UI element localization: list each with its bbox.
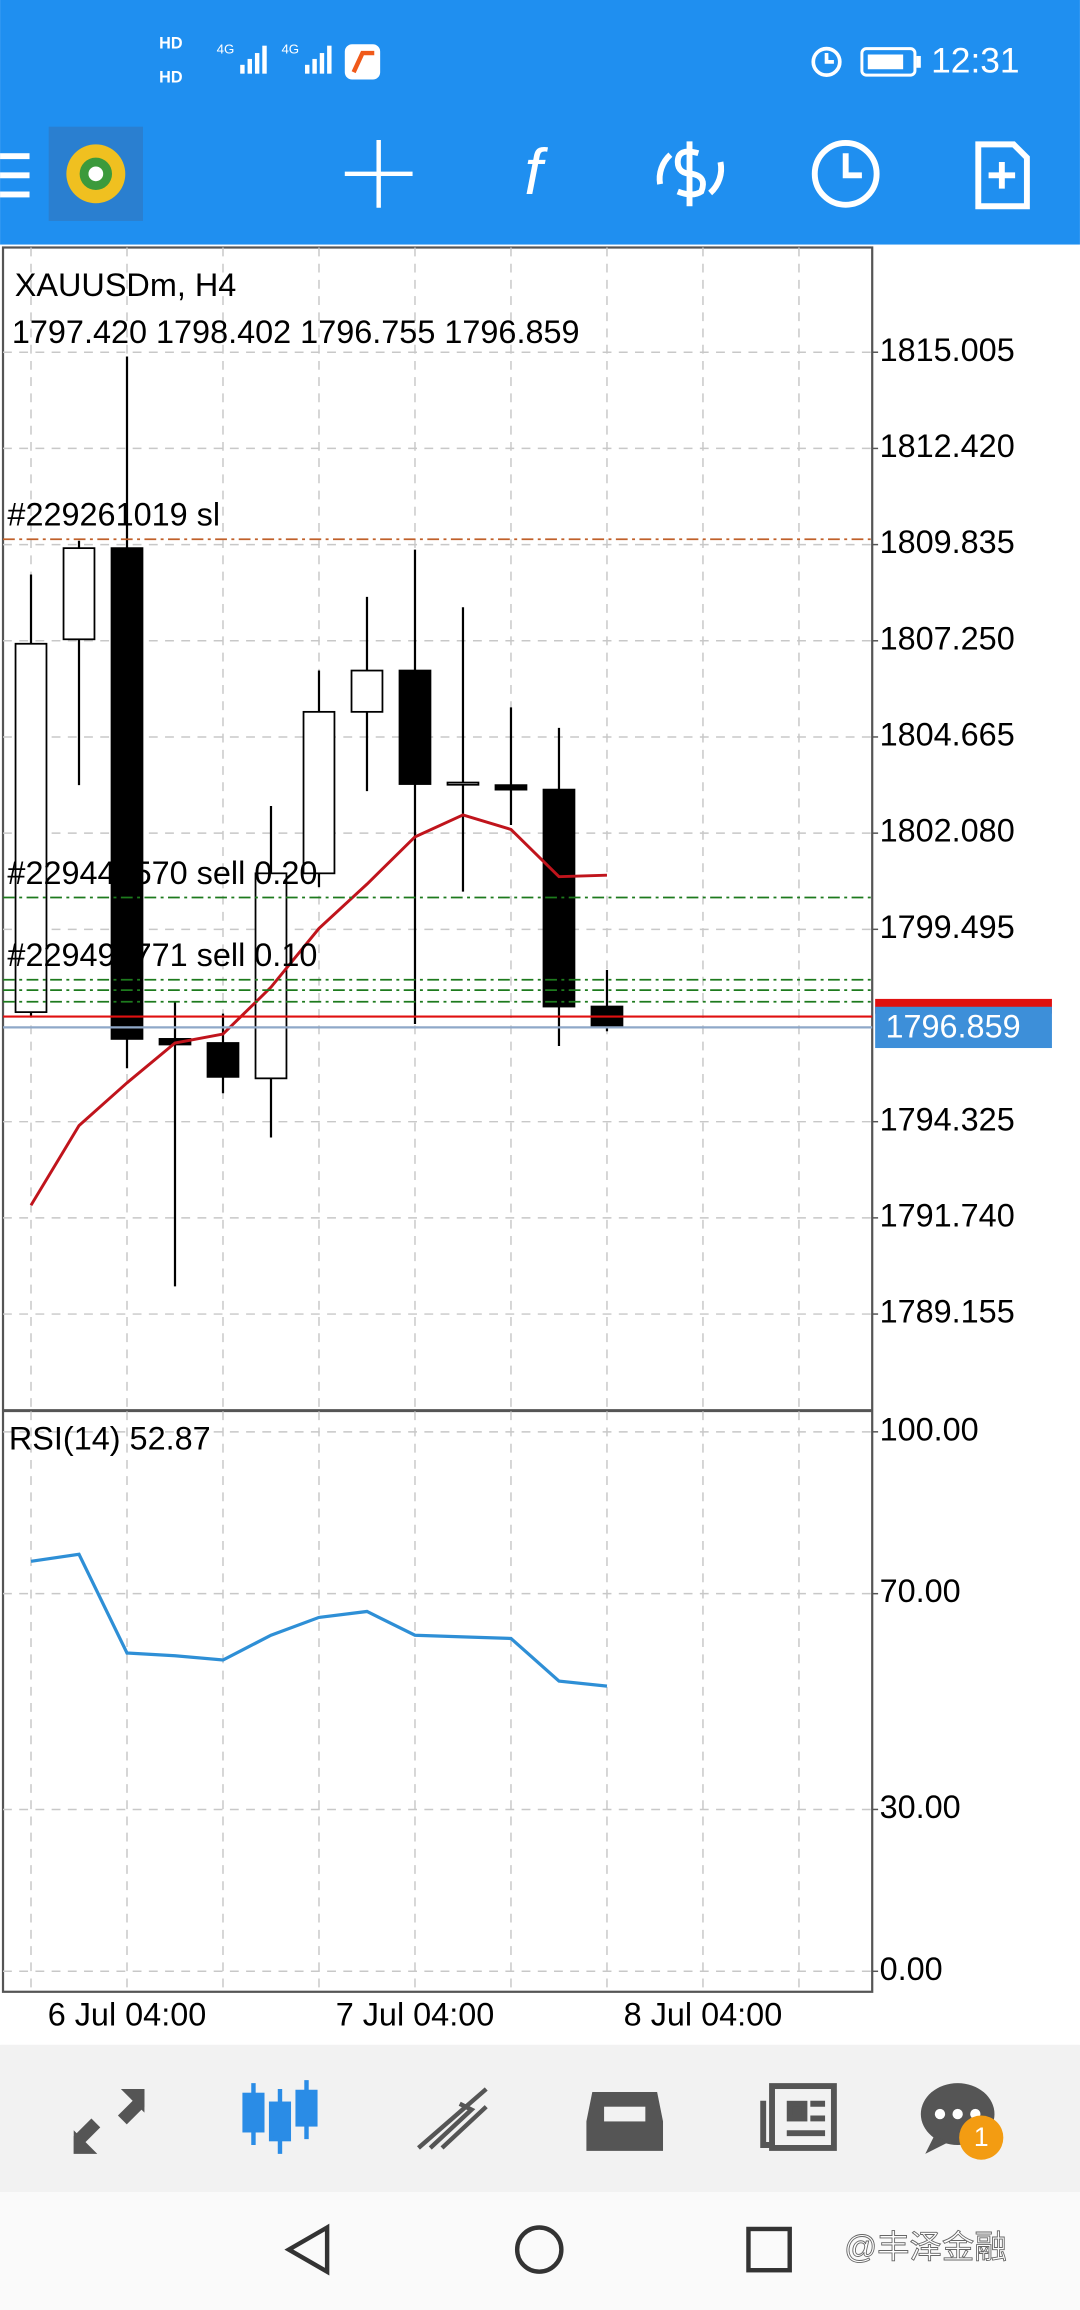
menu-button[interactable] — [0, 153, 30, 198]
trade-tab[interactable] — [417, 2087, 488, 2150]
period-button[interactable] — [811, 139, 880, 208]
y-tick-label: 30.00 — [880, 1789, 961, 1825]
back-button[interactable] — [284, 2223, 330, 2276]
order-label: #229443570 sell 0.20 — [7, 855, 317, 891]
quotes-tab[interactable] — [73, 2089, 145, 2154]
candle-body — [494, 784, 528, 791]
x-tick-label: 8 Jul 04:00 — [624, 1996, 783, 2032]
chat-tab[interactable] — [920, 2083, 1004, 2160]
y-tick-label: 1794.325 — [880, 1101, 1015, 1137]
x-tick-label: 6 Jul 04:00 — [48, 1996, 207, 2032]
sim-label: HD — [159, 68, 183, 86]
y-tick-label: 1812.420 — [880, 428, 1015, 464]
bottom-nav — [0, 2044, 1080, 2193]
order-label: #229495771 sell 0.10 — [7, 937, 317, 973]
watermark: @丰泽金融 — [844, 2229, 1007, 2265]
candle-body — [206, 1042, 240, 1078]
plot-area: 6 Jul 04:00 7 Jul 04:00 8 Jul 04:00 1815.00… — [3, 247, 1052, 2032]
y-tick-label: 1815.005 — [880, 332, 1015, 368]
y-tick-label: 100.00 — [880, 1411, 979, 1447]
system-nav — [0, 2192, 1080, 2310]
y-tick-label: 1802.080 — [880, 813, 1015, 849]
current-price-tag — [875, 1006, 1052, 1049]
network-label: 4G — [281, 42, 299, 57]
y-tick-label: 1789.155 — [880, 1294, 1015, 1330]
current-price-label: 1796.859 — [885, 1008, 1020, 1044]
sim-label: HD — [159, 34, 183, 52]
candle-body — [302, 710, 336, 875]
battery-icon — [860, 47, 921, 77]
chart-tab[interactable] — [242, 2080, 318, 2154]
trade-button[interactable] — [656, 141, 725, 207]
home-button[interactable] — [514, 2225, 564, 2274]
order-label: #229261019 sl — [7, 497, 220, 533]
y-tick-label: 0.00 — [880, 1951, 943, 1987]
y-tick-label: 1799.495 — [880, 909, 1015, 945]
app-notification-glyph — [351, 50, 375, 74]
history-tab[interactable] — [586, 2091, 664, 2151]
moving-average — [29, 813, 608, 1206]
y-tick-label: 70.00 — [880, 1573, 961, 1609]
app-bar — [0, 0, 1080, 245]
candle-body — [446, 781, 480, 786]
x-tick-label: 7 Jul 04:00 — [336, 1996, 495, 2032]
new-order-button[interactable] — [975, 141, 1030, 210]
y-tick-label: 1804.665 — [880, 717, 1015, 753]
ohlc-readout: 1797.420 1798.402 1796.755 1796.859 — [12, 314, 580, 350]
candle-body — [350, 669, 384, 713]
y-tick-label: 1809.835 — [880, 524, 1015, 560]
network-label: 4G — [217, 42, 235, 57]
chart-frame — [1, 246, 874, 1993]
alarm-icon — [811, 46, 842, 77]
news-tab[interactable] — [760, 2083, 837, 2151]
y-tick-label: 1791.740 — [880, 1197, 1015, 1233]
candle-body — [62, 547, 96, 641]
recents-button[interactable] — [746, 2226, 792, 2273]
app-notification-icon — [344, 44, 381, 80]
signal-icon — [240, 45, 332, 74]
y-tick-label: 1807.250 — [880, 620, 1015, 656]
app-logo[interactable] — [48, 126, 143, 221]
rsi-title: RSI(14) 52.87 — [9, 1420, 211, 1456]
clock: 12:31 — [931, 42, 1019, 81]
crosshair-button[interactable] — [344, 139, 413, 208]
chart-title: XAUUSDm, H4 — [15, 267, 236, 303]
candle-body — [110, 547, 144, 1040]
chat-badge: 1 — [974, 2122, 989, 2152]
rsi-line — [30, 1552, 608, 1688]
candle-body — [398, 669, 432, 785]
candle-body — [14, 642, 48, 1014]
